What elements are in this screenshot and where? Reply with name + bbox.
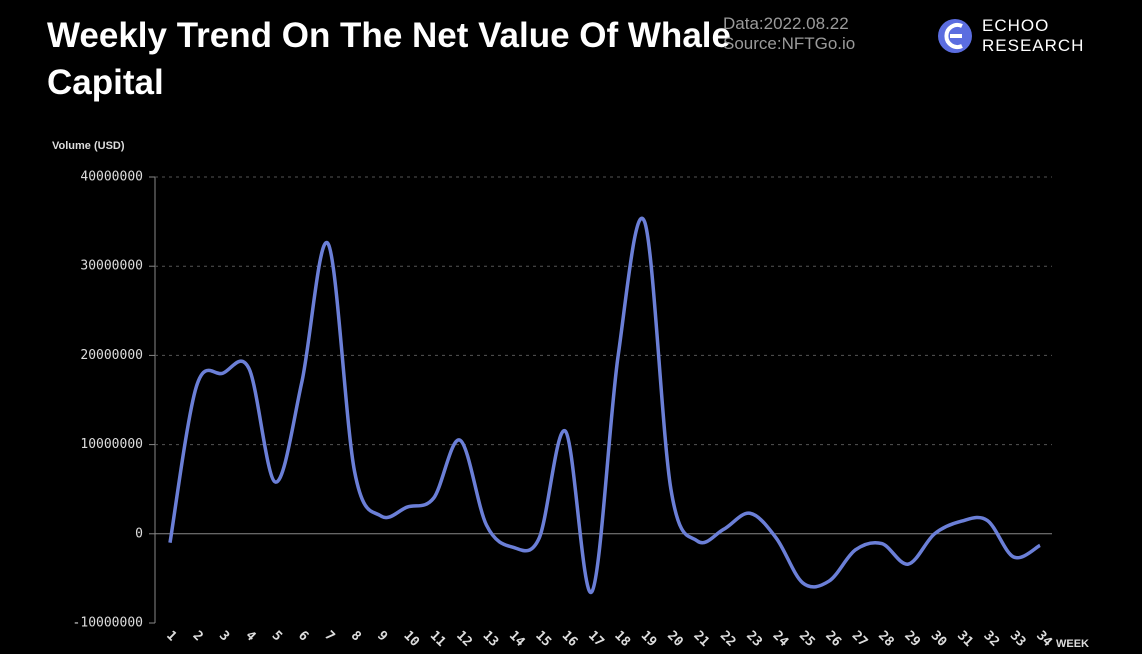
x-tick-label: 27 <box>849 628 871 650</box>
x-tick-label: 25 <box>796 628 818 650</box>
x-tick-label: 5 <box>269 628 285 644</box>
x-tick-label: 15 <box>532 628 554 650</box>
source-note: Source:NFTGo.io <box>723 34 856 53</box>
x-tick-label: 4 <box>242 628 258 644</box>
x-tick-label: 2 <box>190 628 206 644</box>
x-tick-label: 3 <box>216 628 232 644</box>
x-tick-label: 29 <box>901 628 923 650</box>
x-tick-label: 13 <box>480 628 502 650</box>
y-tick-label: 0 <box>135 526 143 541</box>
x-tick-label: 23 <box>743 628 765 650</box>
x-tick-label: 7 <box>321 628 337 644</box>
x-tick-label: 12 <box>453 628 475 650</box>
x-tick-label: 19 <box>638 628 660 650</box>
x-tick-label: 17 <box>585 628 607 650</box>
x-tick-label: 6 <box>295 628 311 644</box>
x-tick-label: 18 <box>611 628 633 650</box>
y-tick-label: 40000000 <box>80 170 143 185</box>
chart-title: Weekly Trend On The Net Value Of Whale C… <box>47 16 731 102</box>
x-tick-label: 10 <box>400 628 422 650</box>
x-tick-label: 9 <box>374 628 390 644</box>
x-tick-label: 31 <box>954 628 976 650</box>
x-tick-label: 21 <box>690 628 712 650</box>
x-tick-label: 1 <box>163 628 179 644</box>
x-tick-label: 11 <box>427 628 449 650</box>
x-tick-label: 34 <box>1033 628 1055 650</box>
x-tick-label: 24 <box>770 628 792 650</box>
brand-logo <box>938 19 972 53</box>
brand-name: ECHOO <box>982 16 1050 35</box>
x-tick-label: 28 <box>875 628 897 650</box>
date-note: Data:2022.08.22 <box>723 14 849 33</box>
y-tick-label: 20000000 <box>80 348 143 363</box>
x-tick-label: 33 <box>1007 628 1029 650</box>
y-axis-label: Volume (USD) <box>52 140 125 152</box>
x-tick-label: 20 <box>664 628 686 650</box>
y-tick-label: -10000000 <box>73 616 143 631</box>
x-tick-label: 8 <box>348 628 364 644</box>
x-tick-label: 14 <box>506 628 528 650</box>
x-tick-label: 30 <box>928 628 950 650</box>
x-tick-label: 16 <box>559 628 581 650</box>
brand-name: RESEARCH <box>982 36 1085 55</box>
x-axis-label: WEEK <box>1056 638 1089 650</box>
x-tick-label: 22 <box>717 628 739 650</box>
y-tick-label: 10000000 <box>80 437 143 452</box>
line-series <box>168 216 1041 594</box>
x-tick-label: 32 <box>980 628 1002 650</box>
x-tick-label: 26 <box>822 628 844 650</box>
y-tick-label: 30000000 <box>80 259 143 274</box>
